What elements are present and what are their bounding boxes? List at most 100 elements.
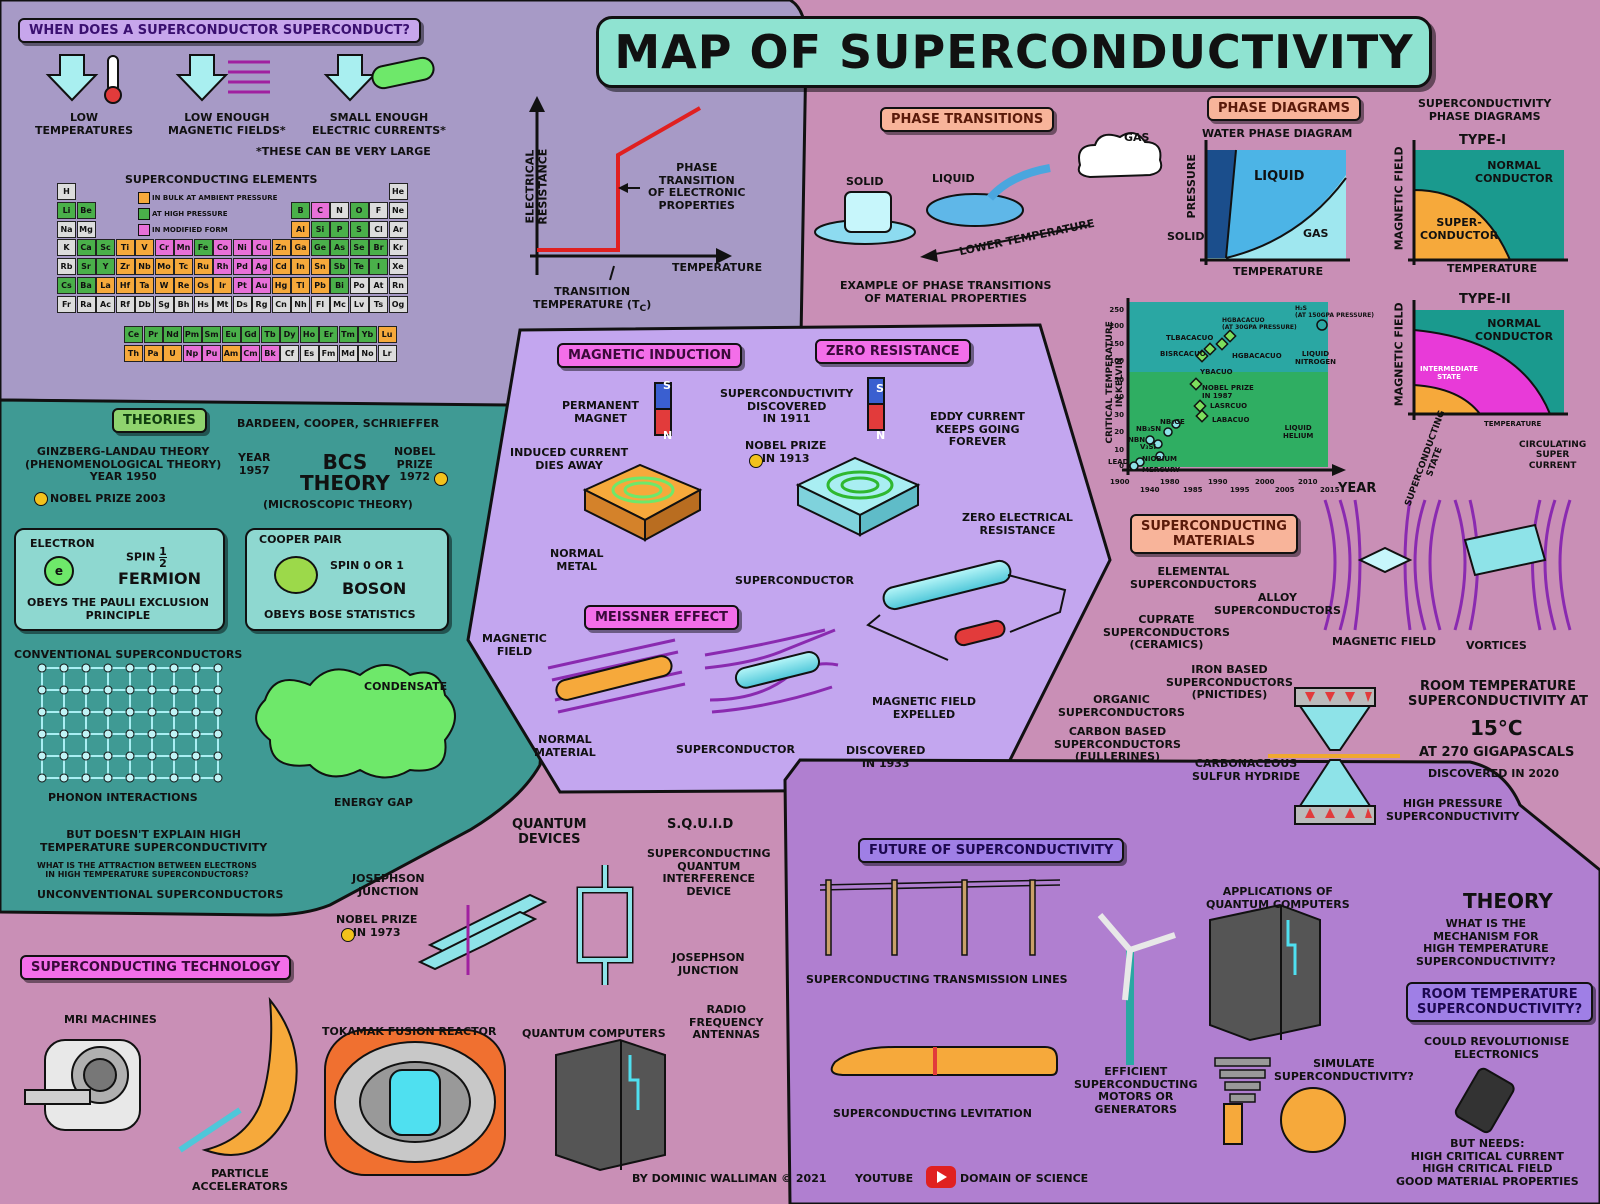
tc-ytick: 250	[1109, 306, 1124, 314]
water-solid-label: SOLID	[1167, 230, 1205, 243]
tc-point-label: LaBaCuO	[1212, 416, 1250, 424]
lattice-ion	[125, 751, 135, 761]
type2-temperature-axis: TEMPERATURE	[1484, 420, 1542, 428]
squid-josephson-label: JOSEPHSON JUNCTION	[672, 951, 745, 977]
element-am: Am	[221, 344, 241, 362]
element-p: P	[330, 220, 349, 238]
lattice-ion	[125, 685, 135, 695]
tc-ytick: 200	[1109, 322, 1124, 330]
element-se: Se	[349, 239, 369, 257]
lattice-ion	[37, 729, 47, 739]
element-sg: Sg	[154, 295, 174, 313]
element-zn: Zn	[271, 239, 291, 257]
lattice-ion	[169, 663, 179, 673]
element-k: K	[57, 239, 76, 257]
tc-point-label: HgBaCaCuO	[1232, 352, 1282, 360]
very-large-note: *THESE CAN BE VERY LARGE	[256, 145, 431, 158]
circulating-supercurrent-label: CIRCULATING SUPER CURRENT	[1519, 440, 1587, 471]
type2-diagram	[1408, 300, 1568, 420]
element-ru: Ru	[193, 258, 213, 276]
lattice-ion	[169, 751, 179, 761]
eddy-current-label: EDDY CURRENT KEEPS GOING FOREVER	[930, 410, 1025, 449]
room-temperature-label: ROOM TEMPERATURE SUPERCONDUCTIVITY AT	[1408, 679, 1589, 709]
element-u: U	[163, 344, 182, 362]
element-he: He	[388, 183, 408, 200]
element-hf: Hf	[115, 277, 135, 294]
tc-ytick: 40	[1114, 393, 1124, 401]
pauli-label: OBEYS THE PAULI EXCLUSION PRINCIPLE	[27, 596, 209, 622]
permanent-magnet-label: PERMANENT MAGNET	[562, 399, 639, 425]
legend-ambient: IN BULK AT AMBIENT PRESSURE	[152, 194, 278, 202]
lattice-ion	[125, 773, 135, 783]
youtube-label: YOUTUBE	[855, 1172, 914, 1185]
lattice-ion	[37, 707, 47, 717]
high-pressure-art	[1268, 687, 1400, 825]
element-cu: Cu	[252, 239, 271, 257]
phase-diagrams-tag: PHASE DIAGRAMS	[1207, 96, 1361, 121]
element-mc: Mc	[330, 295, 349, 313]
element-sb: Sb	[330, 258, 349, 276]
element-bh: Bh	[174, 295, 193, 313]
element-mn: Mn	[174, 239, 193, 257]
boson-label: BOSON	[342, 579, 407, 598]
zero-resistance-tag: ZERO RESISTANCE	[815, 339, 971, 364]
alloy-label: ALLOY SUPERCONDUCTORS	[1214, 591, 1341, 617]
type1-normal-conductor: NORMAL CONDUCTOR	[1475, 159, 1554, 185]
element-rg: Rg	[252, 295, 271, 313]
element-co: Co	[213, 239, 232, 257]
liquid-helium-label: LIQUID HELIUM	[1283, 424, 1314, 441]
tc-xtick: 2010	[1298, 478, 1318, 486]
type2-magnetic-field-axis: MAGNETIC FIELD	[1392, 302, 1406, 407]
element-v: V	[135, 239, 154, 257]
element-cl: Cl	[369, 220, 388, 238]
bcs-names: BARDEEN, COOPER, SCHRIEFFER	[237, 417, 440, 430]
when-icons	[45, 54, 435, 104]
bcs-microscopic: (MICROSCOPIC THEORY)	[263, 498, 413, 511]
element-si: Si	[310, 220, 330, 238]
motors-label: EFFICIENT SUPERCONDUCTING MOTORS OR GENE…	[1074, 1065, 1198, 1116]
sc-phase-diagrams-title: SUPERCONDUCTIVITY PHASE DIAGRAMS	[1418, 97, 1552, 123]
lattice-ion	[169, 729, 179, 739]
lattice-ion	[103, 729, 113, 739]
tc-point-label: V₃Si	[1140, 443, 1157, 451]
phonon-label: PHONON INTERACTIONS	[48, 791, 198, 804]
electron-icon: e	[44, 556, 74, 586]
tc-xtick: 2015	[1320, 486, 1340, 494]
lattice-ion	[191, 751, 201, 761]
element-o: O	[349, 201, 369, 219]
tc-chart	[1122, 298, 1346, 476]
element-pu: Pu	[202, 344, 221, 362]
tc-ytick: 20	[1114, 428, 1124, 436]
element-pr: Pr	[143, 326, 163, 343]
element-lr: Lr	[377, 344, 397, 362]
lattice-ion	[191, 707, 201, 717]
tc-ytick: 50	[1114, 376, 1124, 384]
tc-point-label: NOBEL PRIZE IN 1987	[1202, 384, 1254, 401]
element-cf: Cf	[280, 344, 299, 362]
resistance-ylabel: ELECTRICAL RESISTANCE	[523, 148, 549, 225]
legend-modified: IN MODIFIED FORM	[152, 226, 228, 234]
element-er: Er	[319, 326, 338, 343]
room-pressure-label: AT 270 GIGAPASCALS	[1419, 745, 1575, 760]
magnet-1-s: S	[663, 379, 671, 392]
lattice-ion	[81, 707, 91, 717]
discovered-1933-label: DISCOVERED IN 1933	[846, 744, 926, 770]
water-gas-label: GAS	[1303, 227, 1329, 240]
element-ra: Ra	[76, 295, 96, 313]
element-c: C	[310, 201, 330, 219]
nobel-1973-label: NOBEL PRIZE IN 1973	[336, 913, 418, 939]
channel-label[interactable]: DOMAIN OF SCIENCE	[960, 1172, 1089, 1185]
tc-point-label: TlBaCaCuO	[1166, 334, 1214, 342]
bose-label: OBEYS BOSE STATISTICS	[264, 608, 416, 621]
youtube-icon[interactable]	[926, 1166, 956, 1188]
tc-point-label: YBaCuO	[1200, 368, 1233, 376]
element-na: Na	[57, 220, 76, 238]
lattice-ion	[147, 685, 157, 695]
resistance-xlabel: TEMPERATURE	[672, 261, 763, 274]
lattice-ion	[169, 773, 179, 783]
tc-ytick: 100	[1109, 357, 1124, 365]
element-nd: Nd	[163, 326, 182, 343]
meissner-superconductor-label: SUPERCONDUCTOR	[676, 743, 795, 756]
element-pm: Pm	[182, 326, 202, 343]
squid-art-fill	[578, 865, 632, 985]
